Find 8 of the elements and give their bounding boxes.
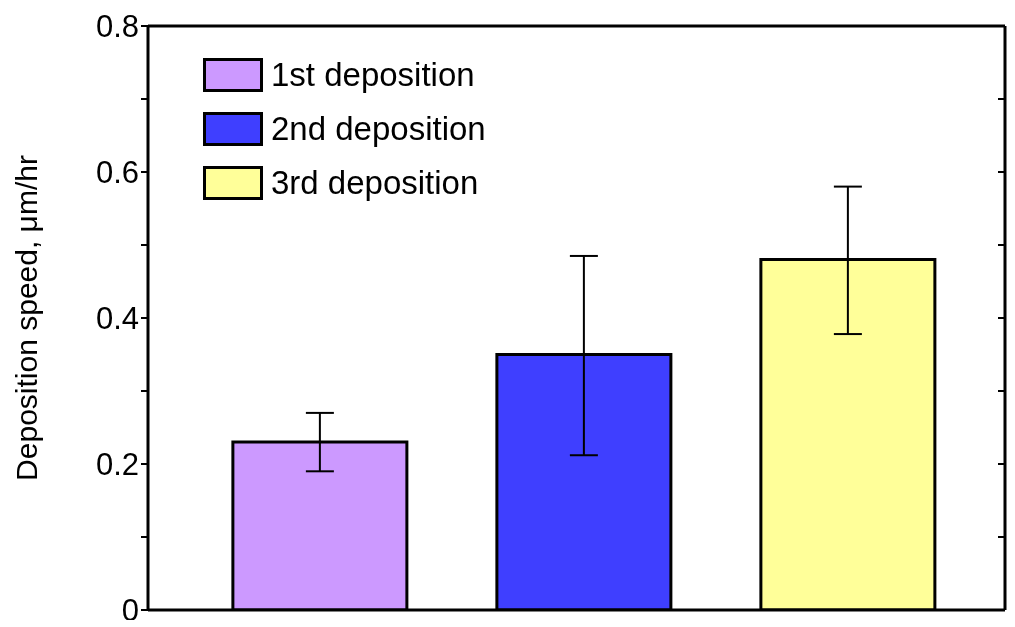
- y-tick-label: 0.2: [95, 447, 139, 483]
- y-tick-label: 0.4: [95, 301, 139, 337]
- legend-label: 3rd deposition: [271, 164, 479, 202]
- legend-label: 1st deposition: [271, 56, 475, 94]
- y-tick-label: 0.6: [95, 155, 139, 191]
- y-axis-title: Deposition speed, μm/hr: [9, 155, 43, 481]
- y-tick-label: 0.8: [95, 9, 139, 45]
- legend-label: 2nd deposition: [271, 110, 486, 148]
